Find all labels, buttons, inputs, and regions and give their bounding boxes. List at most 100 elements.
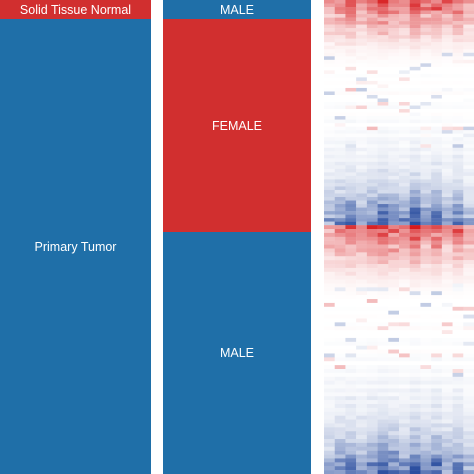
heatmap-cell <box>441 353 453 358</box>
heatmap-cell <box>452 271 464 276</box>
heatmap-cell <box>452 211 464 215</box>
heatmap-cell <box>366 45 378 50</box>
heatmap-cell <box>463 154 474 159</box>
heatmap-cell <box>441 415 453 420</box>
heatmap-cell <box>431 126 443 131</box>
heatmap-cell <box>388 442 400 447</box>
heatmap-cell <box>388 295 400 300</box>
heatmap-cell <box>431 165 443 170</box>
heatmap-cell <box>420 380 432 385</box>
heatmap-cell <box>388 291 400 296</box>
heatmap-cell <box>441 442 453 447</box>
heatmap-cell <box>399 207 410 212</box>
heatmap-cell <box>431 182 443 187</box>
heatmap-cell <box>377 361 389 366</box>
heatmap-cell <box>334 302 346 308</box>
heatmap-cell <box>334 458 346 463</box>
heatmap-cell <box>377 140 389 145</box>
heatmap-cell <box>356 98 368 103</box>
heatmap-cell <box>463 123 474 127</box>
heatmap-cell <box>441 137 453 141</box>
heatmap-cell <box>345 287 357 292</box>
heatmap-cell <box>420 322 432 327</box>
heatmap-cell <box>452 84 464 89</box>
heatmap-cell <box>409 45 421 50</box>
heatmap-cell <box>366 35 378 39</box>
heatmap-cell <box>334 380 346 385</box>
heatmap-cell <box>334 140 346 145</box>
heatmap-cell <box>356 168 368 173</box>
heatmap-cell <box>356 446 368 451</box>
heatmap-cell <box>399 240 410 245</box>
heatmap-cell <box>399 0 410 4</box>
heatmap-cell <box>399 130 410 134</box>
heatmap-cell <box>409 130 421 134</box>
heatmap-cell <box>431 260 443 265</box>
heatmap-cell <box>431 80 443 85</box>
heatmap-cell <box>377 80 389 85</box>
heatmap-cell <box>366 225 378 230</box>
heatmap-cell <box>420 218 432 222</box>
heatmap-cell <box>324 7 335 11</box>
heatmap-cell <box>431 287 443 292</box>
heatmap-cell <box>388 369 400 374</box>
heatmap-cell <box>345 435 357 440</box>
heatmap-cell <box>399 221 410 226</box>
heatmap-cell <box>366 52 378 57</box>
heatmap-cell <box>431 330 443 335</box>
heatmap-cell <box>356 322 368 327</box>
heatmap-cell <box>431 0 443 4</box>
heatmap-cell <box>409 330 421 335</box>
heatmap-cell <box>388 380 400 385</box>
heatmap-cell <box>356 147 368 152</box>
heatmap-cell <box>463 207 474 212</box>
heatmap-cell <box>334 419 346 424</box>
heatmap-cell <box>366 248 378 253</box>
heatmap-cell <box>388 244 400 249</box>
heatmap-cell <box>324 279 335 284</box>
heatmap-cell <box>399 411 410 416</box>
heatmap-cell <box>463 299 474 304</box>
heatmap-cell <box>463 140 474 145</box>
heatmap-cell <box>452 14 464 18</box>
heatmap-cell <box>409 287 421 292</box>
heatmap-cell <box>431 35 443 39</box>
heatmap-cell <box>388 271 400 276</box>
heatmap-cell <box>324 322 335 327</box>
heatmap-cell <box>452 42 464 46</box>
heatmap-cell <box>399 144 410 148</box>
heatmap-cell <box>399 133 410 138</box>
heatmap-cell <box>366 112 378 117</box>
heatmap-cell <box>356 314 368 319</box>
heatmap-cell <box>324 17 335 22</box>
heatmap-cell <box>452 52 464 57</box>
heatmap-cell <box>431 302 443 308</box>
heatmap-cell <box>463 466 474 471</box>
heatmap-cell <box>345 151 357 155</box>
heatmap-cell <box>334 56 346 61</box>
heatmap-cell <box>420 442 432 447</box>
heatmap-cell <box>324 337 335 342</box>
heatmap-cell <box>431 275 443 280</box>
heatmap-cell <box>463 361 474 366</box>
heatmap-cell <box>388 49 400 53</box>
heatmap-cell <box>324 133 335 138</box>
heatmap-cell <box>399 345 410 350</box>
label-male-top: MALE <box>219 2 255 17</box>
heatmap-cell <box>324 400 335 405</box>
heatmap-cell <box>356 256 368 261</box>
heatmap-cell <box>388 275 400 280</box>
heatmap-cell <box>366 182 378 187</box>
heatmap-cell <box>441 197 453 201</box>
heatmap-cell <box>399 126 410 131</box>
heatmap-cell <box>463 287 474 292</box>
heatmap-cell <box>420 42 432 46</box>
heatmap-cell <box>420 267 432 273</box>
heatmap-cell <box>431 151 443 155</box>
heatmap-cell <box>345 419 357 424</box>
heatmap-cell <box>441 133 453 138</box>
heatmap-cell <box>366 299 378 304</box>
heatmap-cell <box>366 341 378 346</box>
heatmap-cell <box>431 94 443 99</box>
heatmap-cell <box>345 77 357 82</box>
